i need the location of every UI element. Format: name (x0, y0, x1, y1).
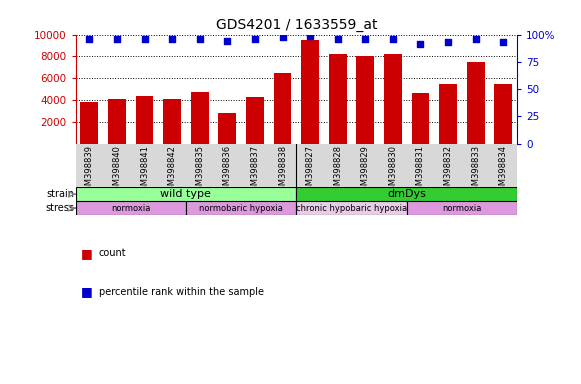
Title: GDS4201 / 1633559_at: GDS4201 / 1633559_at (216, 18, 377, 32)
Bar (356, 56, 374, 144)
Bar (163, 99, 181, 144)
Text: ■: ■ (81, 247, 93, 260)
Point (361, 36, 370, 42)
Bar (494, 84, 512, 144)
Point (167, 36, 177, 42)
Text: wild type: wild type (160, 189, 211, 199)
Bar (76, 187, 296, 201)
Point (112, 36, 121, 42)
Bar (439, 84, 457, 144)
Text: GSM398828: GSM398828 (333, 145, 342, 196)
Text: normoxia: normoxia (111, 204, 150, 213)
Text: count: count (99, 248, 127, 258)
Bar (296, 201, 407, 215)
Point (471, 36, 480, 42)
Text: GSM398840: GSM398840 (113, 145, 121, 196)
Text: GSM398827: GSM398827 (306, 145, 314, 196)
Bar (108, 99, 126, 144)
Text: GSM398837: GSM398837 (250, 145, 259, 196)
Point (306, 33, 315, 39)
Text: percentile rank within the sample: percentile rank within the sample (99, 287, 264, 297)
Bar (384, 54, 402, 144)
Point (140, 36, 149, 42)
Text: GSM398830: GSM398830 (389, 145, 397, 196)
Text: normoxia: normoxia (442, 204, 482, 213)
Point (333, 36, 342, 42)
Bar (135, 96, 153, 144)
Bar (301, 40, 319, 144)
Point (195, 36, 205, 42)
Text: GSM398841: GSM398841 (140, 145, 149, 196)
Point (416, 41, 425, 48)
Bar (80, 102, 98, 144)
Bar (76, 201, 186, 215)
Point (443, 39, 453, 45)
Text: GSM398835: GSM398835 (195, 145, 204, 196)
Bar (296, 187, 517, 201)
Text: normobaric hypoxia: normobaric hypoxia (199, 204, 283, 213)
Bar (411, 93, 429, 144)
Bar (246, 97, 264, 144)
Bar (274, 73, 292, 144)
Point (223, 38, 232, 44)
Text: chronic hypobaric hypoxia: chronic hypobaric hypoxia (296, 204, 407, 213)
Text: GSM398836: GSM398836 (223, 145, 232, 196)
Text: GSM398832: GSM398832 (444, 145, 453, 196)
Point (388, 36, 397, 42)
Text: GSM398838: GSM398838 (278, 145, 287, 196)
Text: ■: ■ (81, 285, 93, 298)
Text: strain: strain (46, 189, 75, 199)
Point (250, 36, 260, 42)
Bar (407, 201, 517, 215)
Point (278, 34, 287, 40)
Bar (467, 62, 485, 144)
Point (498, 39, 508, 45)
Text: GSM398834: GSM398834 (499, 145, 508, 196)
Text: GSM398839: GSM398839 (85, 145, 94, 196)
Bar (191, 93, 209, 144)
Bar (218, 113, 236, 144)
Point (85, 36, 94, 42)
Text: GSM398831: GSM398831 (416, 145, 425, 196)
Text: stress: stress (46, 203, 75, 213)
Bar (329, 54, 347, 144)
Text: dmDys: dmDys (388, 189, 426, 199)
Text: GSM398842: GSM398842 (168, 145, 177, 196)
Text: GSM398829: GSM398829 (361, 145, 370, 196)
Bar (186, 201, 296, 215)
Text: GSM398833: GSM398833 (471, 145, 480, 196)
